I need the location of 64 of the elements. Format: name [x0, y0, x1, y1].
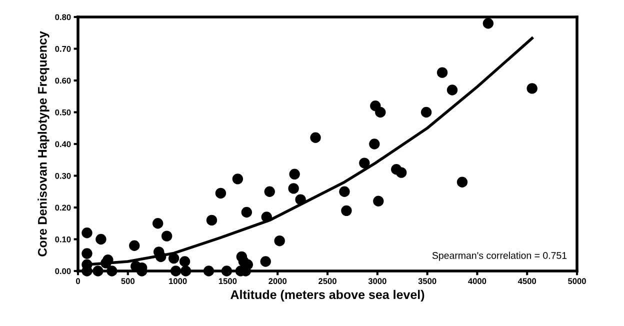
point	[339, 186, 350, 197]
point	[310, 132, 321, 144]
point	[82, 248, 92, 259]
x-tick-label: 1500	[218, 278, 237, 284]
point	[446, 84, 458, 96]
point	[456, 176, 468, 188]
x-tick-label: 1000	[169, 278, 187, 284]
point	[373, 196, 384, 207]
x-tick-label: 5000	[568, 278, 586, 284]
y-tick-label: 0.60	[55, 78, 71, 84]
point	[221, 266, 232, 276]
x-tick-label: 3000	[368, 278, 386, 284]
point	[152, 218, 164, 229]
point	[92, 266, 104, 276]
x-tick-label: 2000	[268, 278, 287, 284]
point	[215, 188, 226, 199]
point	[369, 138, 380, 150]
point	[102, 254, 114, 266]
point	[261, 212, 272, 222]
point	[168, 252, 180, 264]
point	[289, 168, 300, 180]
y-tick-label: 0.50	[55, 109, 71, 116]
point	[436, 67, 448, 78]
point	[264, 186, 275, 197]
x-tick-label: 4500	[518, 278, 536, 284]
y-tick-label: 0.40	[55, 141, 71, 148]
point	[260, 256, 271, 267]
point	[179, 256, 190, 267]
point	[295, 194, 306, 205]
x-axis-title: Altitude (meters above sea level)	[230, 290, 424, 302]
y-tick-label: 0.10	[55, 236, 71, 242]
point	[420, 106, 432, 118]
point	[180, 266, 192, 276]
point	[241, 206, 252, 218]
point	[288, 183, 299, 194]
x-tick-label: 3500	[418, 278, 436, 284]
point	[341, 205, 352, 216]
y-axis-title: Core Denisovan Haplotype Frequency	[38, 31, 50, 256]
y-tick-label: 0.70	[55, 46, 71, 52]
annotation: Spearman's correlation = 0.751	[432, 252, 567, 261]
x-tick-label: 0	[76, 278, 80, 284]
point	[106, 266, 118, 276]
point	[206, 214, 218, 226]
x-tick-label: 4000	[468, 278, 486, 284]
point	[96, 234, 106, 245]
point	[129, 240, 140, 251]
y-tick-label: 0.00	[55, 268, 71, 274]
y-tick-label: 0.30	[55, 172, 71, 179]
point	[396, 167, 407, 178]
x-tick-label: 500	[121, 278, 135, 284]
point	[82, 228, 92, 238]
point	[170, 266, 182, 276]
x-tick-label: 2500	[318, 278, 336, 284]
point	[274, 235, 285, 246]
point	[482, 18, 494, 29]
y-tick-label: 0.80	[55, 14, 71, 20]
point	[359, 158, 370, 168]
point	[375, 106, 386, 118]
point	[203, 266, 214, 276]
point	[232, 174, 244, 184]
point	[526, 83, 538, 94]
point	[155, 251, 166, 262]
y-tick-label: 0.20	[55, 204, 71, 211]
point	[161, 230, 172, 242]
